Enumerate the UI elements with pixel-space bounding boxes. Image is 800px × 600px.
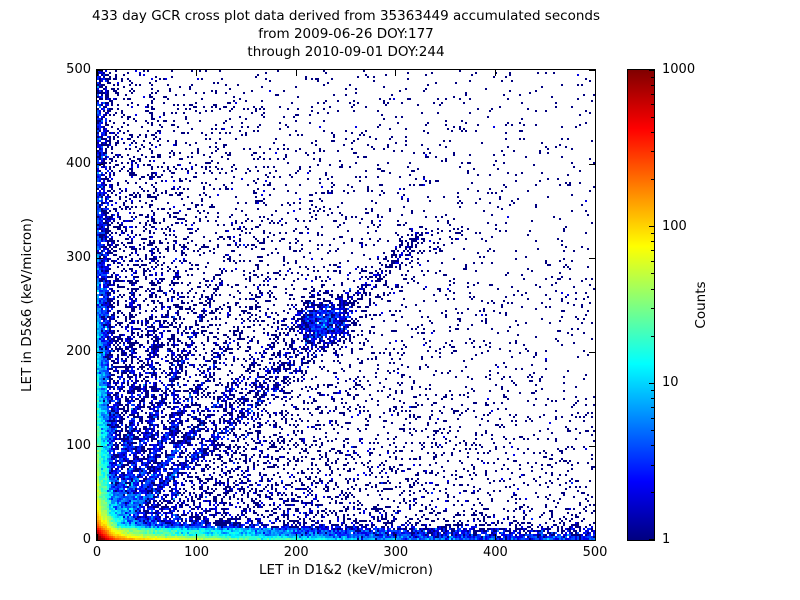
colorbar-minor-tick bbox=[651, 308, 654, 310]
colorbar-minor-tick bbox=[651, 445, 654, 447]
plot-frame bbox=[96, 69, 596, 541]
y-tick-label: 0 bbox=[82, 532, 91, 547]
colorbar-minor-tick bbox=[651, 233, 654, 235]
x-axis-label: LET in D1&2 (keV/micron) bbox=[259, 562, 433, 578]
y-axis-tick bbox=[97, 70, 103, 71]
colorbar-minor-tick bbox=[651, 273, 654, 275]
scatter-density-canvas bbox=[97, 70, 595, 540]
x-axis-tick bbox=[295, 70, 297, 76]
y-axis-tick bbox=[97, 539, 103, 541]
y-axis-tick bbox=[589, 257, 595, 259]
y-tick-label: 300 bbox=[66, 250, 91, 265]
y-axis-tick bbox=[97, 445, 103, 447]
chart-title: 433 day GCR cross plot data derived from… bbox=[92, 8, 600, 24]
y-axis-tick bbox=[589, 70, 595, 71]
colorbar-minor-tick bbox=[651, 151, 654, 153]
colorbar-frame bbox=[627, 69, 655, 541]
colorbar-tick bbox=[649, 382, 654, 384]
colorbar-minor-tick bbox=[651, 116, 654, 118]
x-tick-label: 300 bbox=[383, 545, 409, 560]
x-axis-tick bbox=[395, 534, 397, 540]
y-axis-tick bbox=[589, 445, 595, 447]
y-axis-tick bbox=[589, 539, 595, 541]
colorbar-minor-tick bbox=[651, 398, 654, 400]
colorbar-minor-tick bbox=[651, 104, 654, 106]
x-tick-label: 0 bbox=[92, 545, 102, 560]
colorbar-tick bbox=[649, 539, 654, 540]
colorbar-minor-tick bbox=[651, 250, 654, 252]
colorbar-minor-tick bbox=[651, 179, 654, 180]
x-axis-tick bbox=[594, 70, 596, 76]
y-tick-label: 400 bbox=[66, 156, 91, 171]
colorbar-tick bbox=[649, 70, 654, 71]
x-axis-tick bbox=[395, 70, 397, 76]
colorbar-minor-tick bbox=[651, 131, 654, 133]
x-axis-tick bbox=[494, 70, 496, 76]
y-axis-tick bbox=[97, 257, 103, 259]
colorbar-minor-tick bbox=[651, 335, 654, 337]
x-axis-tick bbox=[196, 70, 198, 76]
colorbar-minor-tick bbox=[651, 407, 654, 409]
colorbar-minor-tick bbox=[651, 417, 654, 419]
colorbar-minor-tick bbox=[651, 93, 654, 95]
colorbar-tick-label: 1000 bbox=[662, 62, 696, 77]
x-axis-tick bbox=[594, 534, 596, 540]
x-axis-tick bbox=[295, 534, 297, 540]
colorbar-tick-label: 1 bbox=[662, 532, 671, 547]
x-tick-label: 500 bbox=[582, 545, 608, 560]
colorbar-minor-tick bbox=[651, 76, 654, 78]
colorbar-minor-tick bbox=[651, 492, 654, 494]
y-axis-tick bbox=[589, 163, 595, 165]
x-axis-tick bbox=[494, 534, 496, 540]
y-axis-label: LET in D5&6 (keV/micron) bbox=[19, 218, 35, 392]
colorbar-label: Counts bbox=[693, 281, 709, 329]
y-tick-label: 500 bbox=[66, 62, 91, 77]
x-tick-label: 400 bbox=[482, 545, 508, 560]
colorbar-minor-tick bbox=[651, 390, 654, 391]
colorbar-minor-tick bbox=[651, 241, 654, 243]
chart-subtitle-from: from 2009-06-26 DOY:177 bbox=[258, 26, 434, 42]
colorbar-tick bbox=[649, 226, 654, 228]
colorbar-minor-tick bbox=[651, 260, 654, 262]
x-tick-label: 100 bbox=[184, 545, 210, 560]
x-axis-tick bbox=[96, 534, 98, 540]
y-tick-label: 200 bbox=[66, 344, 91, 359]
y-tick-label: 100 bbox=[66, 438, 91, 453]
x-axis-tick bbox=[196, 534, 198, 540]
x-tick-label: 200 bbox=[283, 545, 309, 560]
colorbar-minor-tick bbox=[651, 429, 654, 431]
colorbar-minor-tick bbox=[651, 288, 654, 290]
colorbar-minor-tick bbox=[651, 464, 654, 466]
chart-subtitle-through: through 2010-09-01 DOY:244 bbox=[247, 44, 445, 60]
y-axis-tick bbox=[97, 163, 103, 165]
y-axis-tick bbox=[589, 351, 595, 353]
colorbar-gradient bbox=[628, 70, 654, 540]
x-axis-tick bbox=[96, 70, 98, 76]
colorbar-tick-label: 10 bbox=[662, 375, 679, 391]
colorbar-minor-tick bbox=[651, 84, 654, 86]
colorbar-tick-label: 100 bbox=[662, 218, 687, 234]
y-axis-tick bbox=[97, 351, 103, 353]
